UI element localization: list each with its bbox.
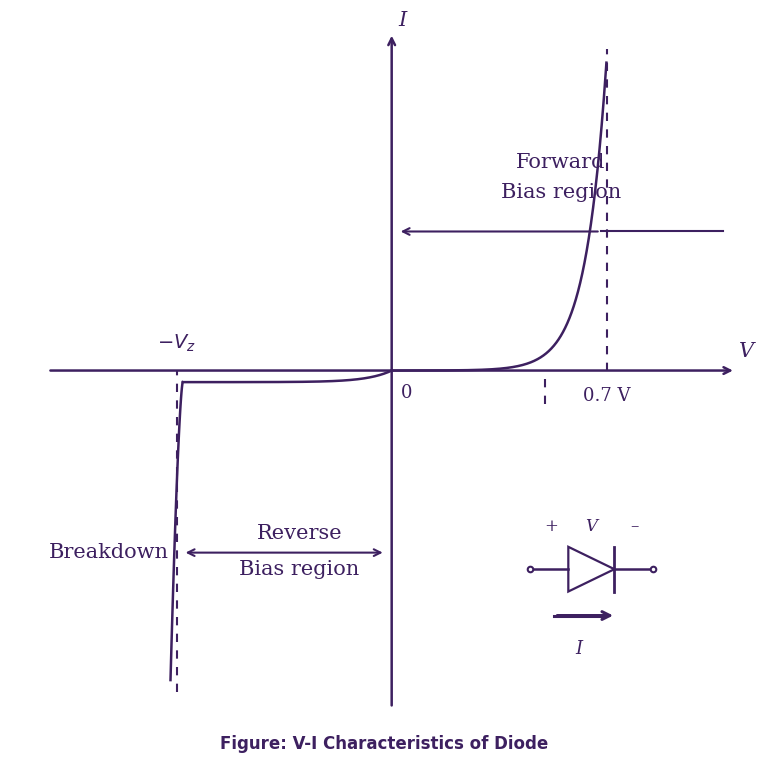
Text: $-V_z$: $-V_z$ bbox=[157, 332, 196, 354]
Text: 0: 0 bbox=[401, 384, 412, 402]
Text: Forward: Forward bbox=[516, 153, 605, 172]
Text: Breakdown: Breakdown bbox=[49, 543, 169, 562]
Text: Bias region: Bias region bbox=[240, 560, 359, 579]
Text: +: + bbox=[545, 518, 558, 535]
Text: Bias region: Bias region bbox=[501, 183, 621, 202]
Text: 0.7 V: 0.7 V bbox=[583, 387, 631, 405]
Text: –: – bbox=[631, 518, 638, 535]
Text: I: I bbox=[398, 11, 406, 30]
Text: V: V bbox=[585, 518, 598, 535]
Text: Reverse: Reverse bbox=[257, 523, 343, 542]
Text: Figure: V-I Characteristics of Diode: Figure: V-I Characteristics of Diode bbox=[220, 734, 548, 753]
Text: I: I bbox=[575, 639, 583, 658]
Text: V: V bbox=[739, 342, 754, 361]
